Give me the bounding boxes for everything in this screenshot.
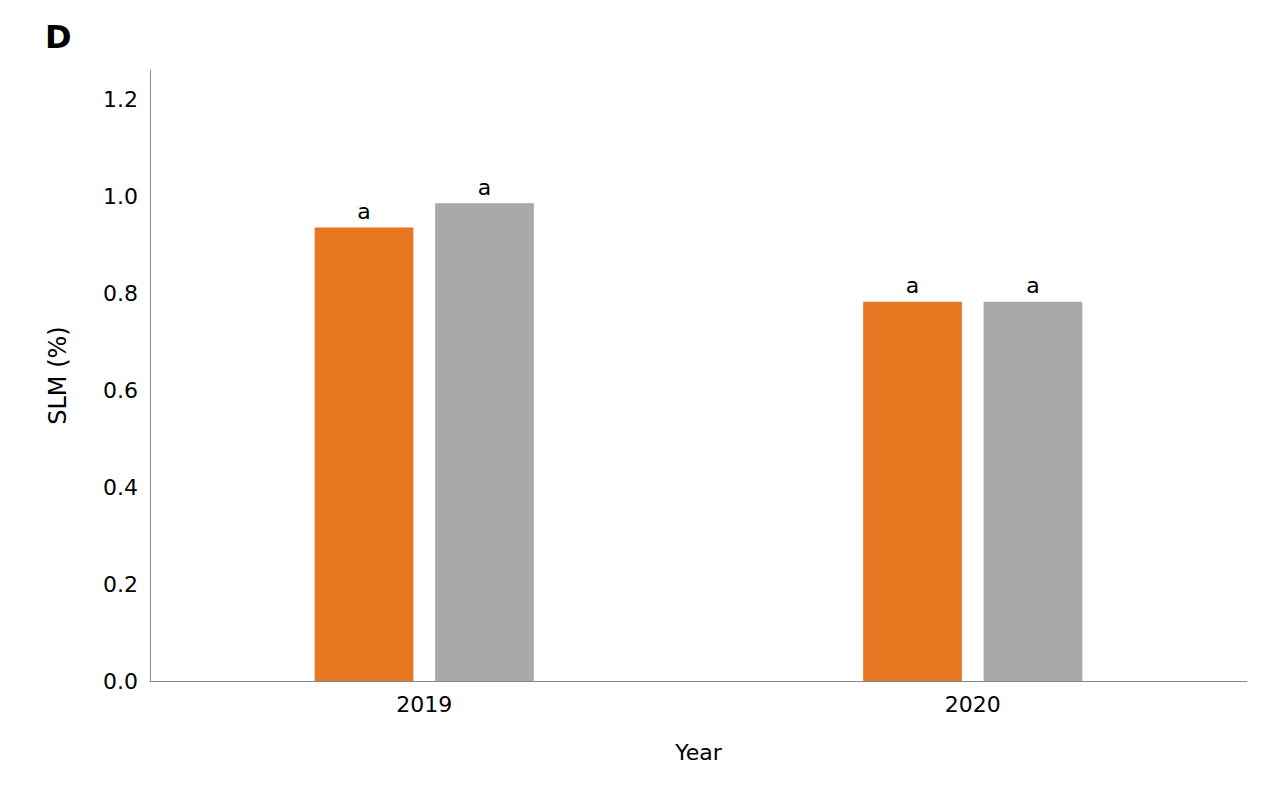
svg-text:0.2: 0.2 [103, 572, 138, 597]
svg-text:0.6: 0.6 [103, 378, 138, 403]
svg-text:D: D [45, 18, 72, 56]
svg-text:1.0: 1.0 [103, 184, 138, 209]
svg-text:a: a [906, 273, 919, 298]
svg-text:0.8: 0.8 [103, 281, 138, 306]
svg-text:a: a [478, 175, 491, 200]
svg-text:2019: 2019 [396, 692, 452, 717]
svg-text:a: a [357, 199, 370, 224]
svg-text:0.0: 0.0 [103, 669, 138, 694]
svg-text:a: a [1026, 273, 1039, 298]
svg-text:SLM (%): SLM (%) [44, 326, 72, 424]
svg-text:Year: Year [674, 740, 723, 765]
svg-text:1.2: 1.2 [103, 87, 138, 112]
svg-text:0.4: 0.4 [103, 475, 138, 500]
svg-text:2020: 2020 [945, 692, 1001, 717]
